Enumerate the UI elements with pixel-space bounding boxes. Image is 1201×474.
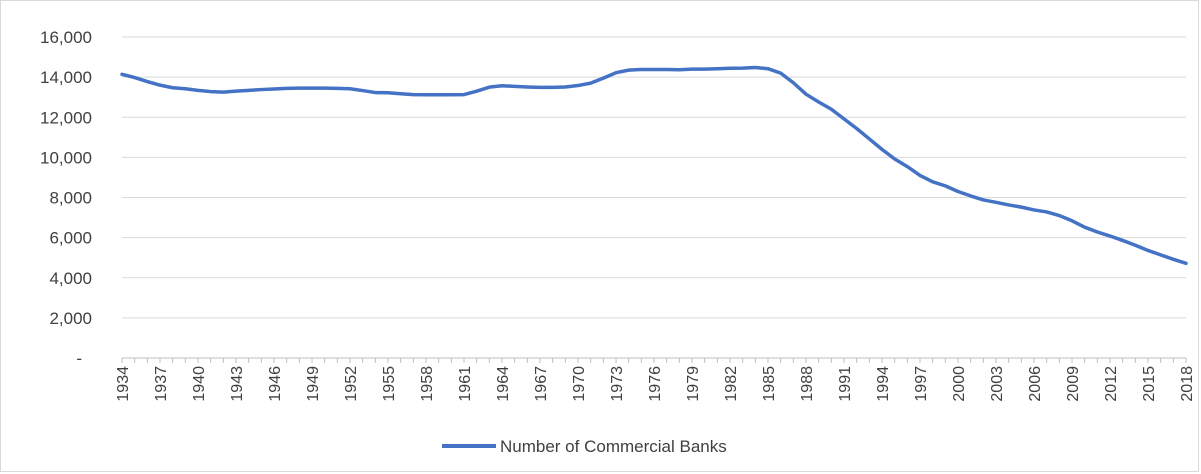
x-tick-label: 2015 [1141, 366, 1158, 402]
x-tick-label: 2018 [1179, 366, 1196, 402]
x-axis: 1934 1937 1940 1943 1946 1949 1952 1955 1958 1961… [115, 357, 1196, 402]
y-tick-label: 8,000 [49, 189, 92, 208]
x-tick-label: 1943 [229, 366, 246, 402]
y-tick-label: 10,000 [40, 148, 92, 167]
gridlines [122, 36, 1186, 319]
x-tick-label: 2012 [1103, 366, 1120, 402]
x-tick-label: 1964 [495, 366, 512, 402]
y-tick-label: 2,000 [49, 309, 92, 328]
x-tick-label: 2003 [989, 366, 1006, 402]
series-line [120, 65, 1188, 266]
x-tick-label: 2006 [1027, 366, 1044, 402]
y-axis: - 2,000 4,000 6,000 8,000 10,000 12,000 14,000 1… [40, 28, 92, 368]
series-layer [120, 65, 1188, 266]
x-tick-label: 2009 [1065, 366, 1082, 402]
y-tick-label: - [76, 349, 82, 368]
x-tick-label: 1970 [571, 366, 588, 402]
x-tick-label: 1988 [799, 366, 816, 402]
legend: Number of Commercial Banks [442, 437, 727, 456]
x-tick-label: 1952 [343, 366, 360, 402]
x-tick-label: 1994 [875, 366, 892, 402]
x-tick-label: 1976 [647, 366, 664, 402]
x-tick-label: 1946 [267, 366, 284, 402]
x-tick-label: 1973 [609, 366, 626, 402]
x-tick-label: 1958 [419, 366, 436, 402]
x-tick-label: 1940 [191, 366, 208, 402]
x-tick-label: 1997 [913, 366, 930, 402]
x-tick-label: 1955 [381, 366, 398, 402]
x-tick-label: 1961 [457, 366, 474, 402]
y-tick-label: 14,000 [40, 68, 92, 87]
x-tick-label: 1937 [153, 366, 170, 402]
x-tick-label: 1985 [761, 366, 778, 402]
x-tick-label: 1934 [115, 366, 132, 402]
x-tick-label: 1979 [685, 366, 702, 402]
y-tick-label: 4,000 [49, 269, 92, 288]
legend-label: Number of Commercial Banks [500, 437, 727, 456]
x-tick-label: 1991 [837, 366, 854, 402]
x-tick-label: 1967 [533, 366, 550, 402]
y-tick-label: 12,000 [40, 108, 92, 127]
y-tick-label: 6,000 [49, 229, 92, 248]
x-tick-label: 1982 [723, 366, 740, 402]
x-tick-label: 1949 [305, 366, 322, 402]
x-tick-label: 2000 [951, 366, 968, 402]
y-tick-label: 16,000 [40, 28, 92, 47]
